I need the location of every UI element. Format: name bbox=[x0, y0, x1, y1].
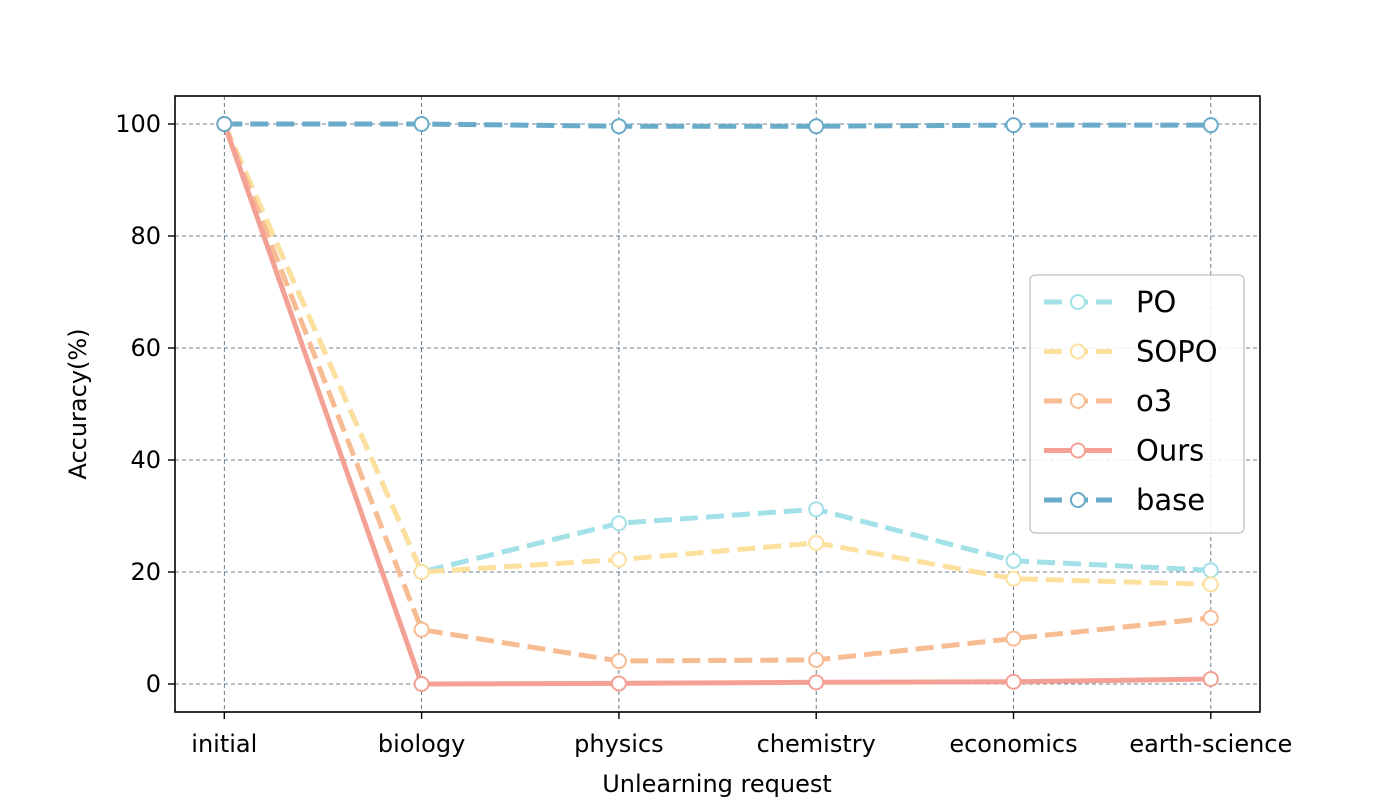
x-tick-label: earth-science bbox=[1129, 730, 1292, 758]
y-tick-label: 20 bbox=[130, 558, 161, 586]
data-point-sopo bbox=[413, 564, 430, 580]
y-tick-label: 60 bbox=[130, 334, 161, 362]
data-point-base bbox=[808, 118, 825, 135]
data-point-po bbox=[1202, 562, 1219, 579]
legend: PO SOPO o3 Ours base bbox=[1029, 274, 1245, 534]
data-point-sopo bbox=[1202, 576, 1219, 593]
legend-frame bbox=[1029, 274, 1245, 534]
legend-marker-o3 bbox=[1070, 393, 1086, 409]
legend-marker-ours bbox=[1070, 442, 1086, 459]
x-tick-label: physics bbox=[574, 730, 664, 758]
series-line-ours bbox=[221, 123, 1211, 687]
x-axis-label: Unlearning request bbox=[602, 770, 832, 798]
data-point-ours bbox=[1005, 673, 1022, 690]
series-line-base bbox=[224, 121, 1211, 129]
data-point-ours bbox=[808, 674, 825, 691]
data-point-base bbox=[413, 116, 430, 132]
y-tick-label: 80 bbox=[130, 222, 161, 250]
legend-label-base: base bbox=[1136, 483, 1205, 517]
series-line-o3 bbox=[221, 123, 1212, 664]
y-tick-label: 100 bbox=[115, 110, 161, 138]
plot-frame bbox=[174, 95, 1261, 713]
data-point-base bbox=[216, 116, 233, 132]
data-point-base bbox=[1202, 117, 1219, 134]
y-tick-label: 0 bbox=[146, 670, 161, 698]
data-point-po bbox=[1005, 552, 1022, 569]
series-lines bbox=[221, 121, 1212, 687]
data-point-base bbox=[1005, 117, 1022, 134]
data-point-ours bbox=[1202, 670, 1219, 687]
data-point-sopo bbox=[1005, 570, 1022, 587]
data-point-sopo bbox=[808, 534, 825, 551]
x-tick-label: chemistry bbox=[757, 730, 876, 758]
data-point-po bbox=[808, 501, 825, 518]
legend-marker-po bbox=[1070, 294, 1086, 310]
x-tick-label: economics bbox=[949, 730, 1077, 758]
data-point-ours bbox=[610, 675, 627, 692]
data-point-o3 bbox=[413, 621, 430, 638]
series-markers bbox=[216, 116, 1219, 692]
legend-label-ours: Ours bbox=[1136, 434, 1204, 468]
series-line-sopo bbox=[222, 122, 1211, 587]
legend-marker-base bbox=[1070, 492, 1086, 508]
axis-ticks: initial biology physics chemistry economics e… bbox=[115, 110, 1292, 758]
data-point-o3 bbox=[1202, 609, 1219, 626]
data-point-o3 bbox=[610, 653, 627, 670]
legend-label-sopo: SOPO bbox=[1136, 335, 1218, 369]
x-tick-label: biology bbox=[378, 730, 465, 758]
y-tick-label: 40 bbox=[130, 446, 161, 474]
legend-label-po: PO bbox=[1136, 285, 1176, 319]
data-point-sopo bbox=[610, 551, 627, 568]
data-point-o3 bbox=[1005, 630, 1022, 647]
data-point-base bbox=[610, 118, 627, 135]
y-axis-label: Accuracy(%) bbox=[64, 328, 92, 479]
data-point-po bbox=[610, 515, 627, 532]
x-tick-label: initial bbox=[191, 730, 257, 758]
data-point-ours bbox=[413, 676, 430, 692]
legend-marker-sopo bbox=[1070, 343, 1086, 360]
legend-label-o3: o3 bbox=[1136, 384, 1172, 418]
data-point-o3 bbox=[808, 651, 825, 668]
